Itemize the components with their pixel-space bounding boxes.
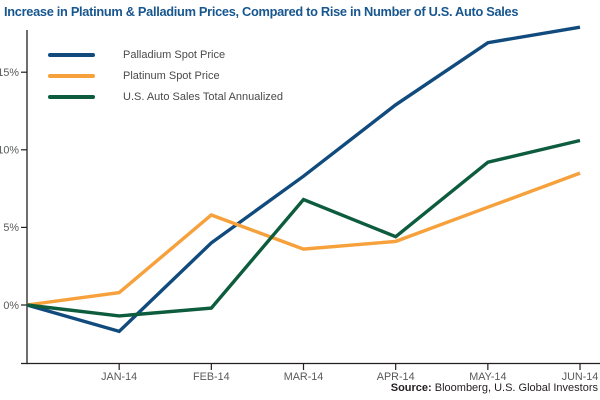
chart-title: Increase in Platinum & Palladium Prices,… (4, 4, 519, 19)
legend: Palladium Spot Price Platinum Spot Price… (48, 49, 283, 103)
y-tick-label: 0% (3, 300, 19, 312)
y-tick-label: 15% (0, 67, 19, 79)
x-tick-label: MAY-14 (469, 371, 506, 383)
legend-item-auto-sales: U.S. Auto Sales Total Annualized (48, 91, 283, 103)
legend-item-palladium: Palladium Spot Price (48, 49, 283, 61)
source-label: Source: (390, 382, 432, 394)
series-line-platinum-spot-price (26, 171, 581, 307)
auto-sales-line-swatch-icon (48, 94, 95, 100)
source-credit: Source: Bloomberg, U.S. Global Investors (391, 382, 598, 394)
x-tick-label: MAR-14 (284, 371, 324, 383)
series-line-u-s-auto-sales-total-annualized (26, 138, 581, 318)
y-tick-label: 5% (3, 222, 19, 234)
legend-label-auto-sales: U.S. Auto Sales Total Annualized (123, 91, 284, 103)
y-tick-label: 10% (0, 145, 19, 157)
legend-label-palladium: Palladium Spot Price (123, 49, 226, 61)
x-tick-label: JUN-14 (562, 371, 599, 383)
x-tick-label: APR-14 (377, 371, 415, 383)
palladium-line-swatch-icon (48, 52, 95, 58)
legend-item-platinum: Platinum Spot Price (48, 70, 283, 82)
x-tick-label: JAN-14 (101, 371, 137, 383)
series-line-palladium-spot-price (26, 25, 581, 334)
source-text: Bloomberg, U.S. Global Investors (431, 382, 598, 394)
x-tick-label: FEB-14 (193, 371, 230, 383)
platinum-line-swatch-icon (48, 73, 95, 79)
legend-label-platinum: Platinum Spot Price (123, 70, 220, 82)
